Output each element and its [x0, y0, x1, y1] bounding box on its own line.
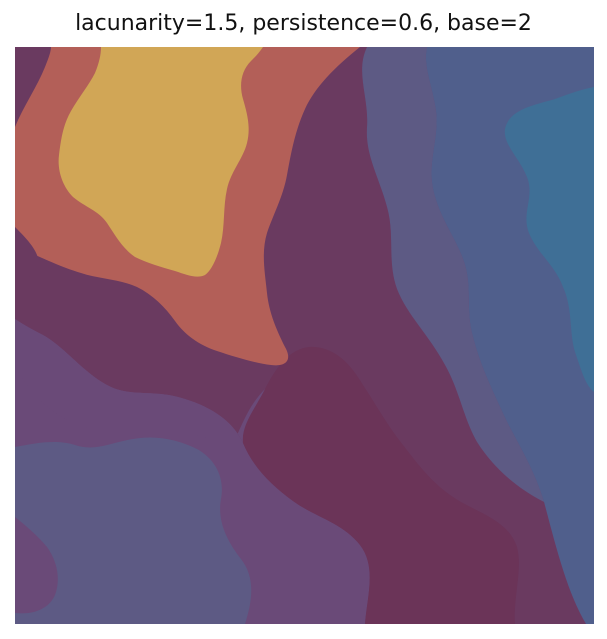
region-slate-violet-right [362, 47, 544, 502]
region-teal-blue [504, 87, 594, 392]
noise-contour-map [15, 47, 594, 624]
region-muted-purple-bottom-left [15, 517, 58, 614]
region-deep-plum-bottom [242, 346, 519, 624]
region-slate-violet-left [15, 437, 252, 624]
region-muted-purple-left [15, 319, 265, 443]
region-plum-notch [15, 227, 39, 279]
figure-title: lacunarity=1.5, persistence=0.6, base=2 [75, 11, 532, 36]
region-ochre [58, 47, 264, 277]
noise-image [15, 47, 594, 624]
